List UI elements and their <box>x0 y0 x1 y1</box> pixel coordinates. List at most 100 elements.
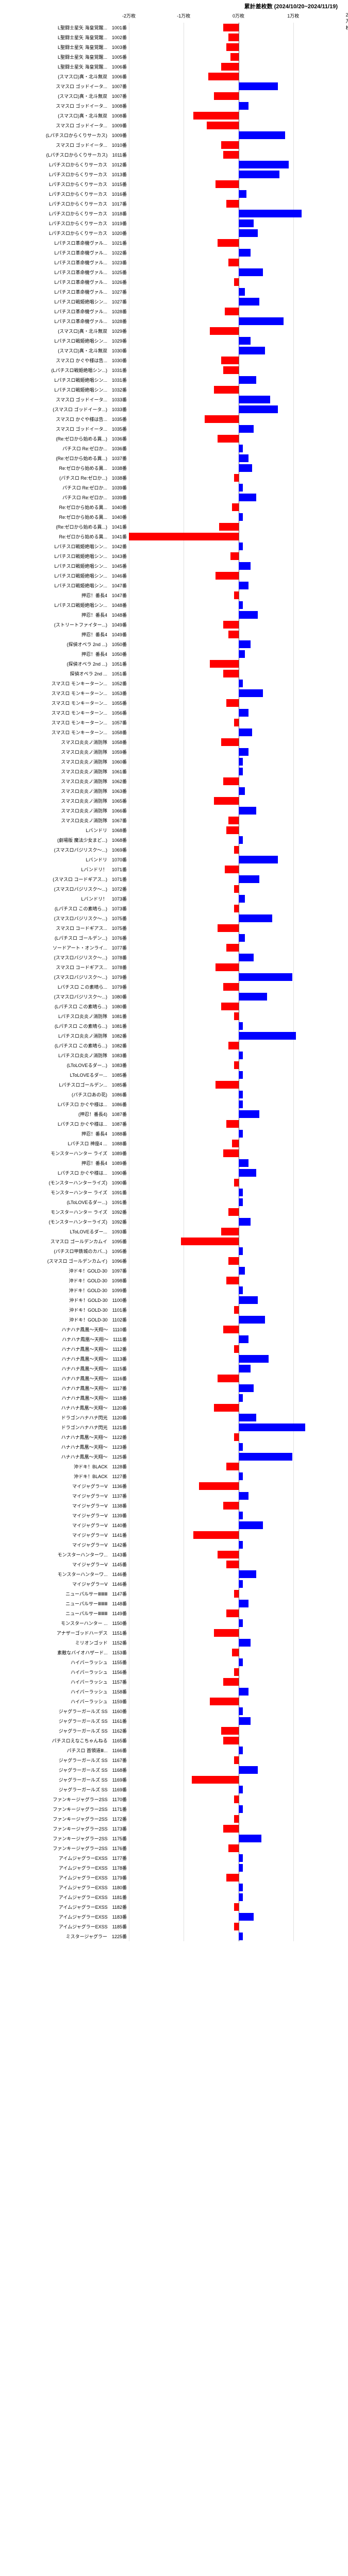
row-label: (Re:ゼロから始める異...) 1041番 <box>0 523 129 530</box>
axis-tick-label: 0万枚 <box>233 12 244 19</box>
bar <box>223 1737 239 1744</box>
chart-row: ドラゴンハナハナ閃光 1121番 <box>0 1422 348 1432</box>
row-bar-area <box>129 1550 348 1560</box>
row-bar-area <box>129 1785 348 1794</box>
row-label: (ストリートファイター...) 1049番 <box>0 621 129 628</box>
row-bar-area <box>129 385 348 395</box>
chart-row: スマスロ炎炎ノ消防隊 1067番 <box>0 816 348 825</box>
chart-rows: L聖闘士星矢 海皇覚醒... 1001番L聖闘士星矢 海皇覚醒... 1002番… <box>0 23 348 1941</box>
bar <box>239 611 258 619</box>
row-label: Lパチスロ革命機ヴァル... 1026番 <box>0 279 129 285</box>
bar <box>239 1286 243 1294</box>
chart-row: Lパチスロ この素晴ら... 1079番 <box>0 982 348 992</box>
row-bar-area <box>129 1256 348 1266</box>
chart-row: スマスロ かぐや様は告... 1030番 <box>0 355 348 365</box>
row-label: スマスロ炎炎ノ消防隊 1062番 <box>0 778 129 785</box>
chart-row: ハナハナ鳳凰～天翔～ 1118番 <box>0 1393 348 1403</box>
row-label: ジャグラーガールズ SS 1162番 <box>0 1727 129 1734</box>
chart-row: スマスロ炎炎ノ消防隊 1066番 <box>0 806 348 816</box>
row-label: Lパチスロ革命機ヴァル... 1023番 <box>0 259 129 266</box>
row-label: 押忍！番長4 1050番 <box>0 651 129 657</box>
bar <box>129 533 239 540</box>
bar <box>210 327 238 335</box>
row-bar-area <box>129 1853 348 1863</box>
bar <box>223 621 239 629</box>
row-bar-area <box>129 1325 348 1334</box>
row-bar-area <box>129 1246 348 1256</box>
bar <box>226 944 238 952</box>
bar <box>223 1678 239 1686</box>
chart-row: (探偵オペラ 2nd ...) 1050番 <box>0 639 348 649</box>
chart-row: (スマスロ)真・北斗無双 1030番 <box>0 346 348 355</box>
row-bar-area <box>129 874 348 884</box>
row-bar-area <box>129 1285 348 1295</box>
chart-row: L聖闘士星矢 海皇覚醒... 1001番 <box>0 23 348 32</box>
row-label: (パチスロ甲鉄城のカバ...) 1095番 <box>0 1248 129 1255</box>
row-bar-area <box>129 1775 348 1785</box>
bar <box>221 1003 239 1010</box>
chart-row: スマスロ ゴッドイータ... 1035番 <box>0 424 348 434</box>
row-label: Lパチスロ この素晴ら... 1079番 <box>0 984 129 990</box>
bar <box>223 151 239 159</box>
row-bar-area <box>129 1648 348 1657</box>
row-bar-area <box>129 130 348 140</box>
row-bar-area <box>129 767 348 776</box>
bar <box>193 112 238 120</box>
row-label: Lパチスロからくりサーカス 1017番 <box>0 200 129 207</box>
row-bar-area <box>129 620 348 630</box>
row-label: 押忍！番長4 1089番 <box>0 1160 129 1166</box>
row-bar-area <box>129 502 348 512</box>
row-bar-area <box>129 307 348 316</box>
bar <box>234 905 239 912</box>
row-bar-area <box>129 1501 348 1511</box>
row-bar-area <box>129 1119 348 1129</box>
row-label: 探偵オペラ 2nd ... 1051番 <box>0 670 129 677</box>
row-label: ハナハナ鳳凰～天翔～ 1118番 <box>0 1395 129 1401</box>
row-bar-area <box>129 1305 348 1315</box>
chart-row: 沖ドキ！GOLD-30 1098番 <box>0 1276 348 1285</box>
row-bar-area <box>129 1491 348 1501</box>
row-bar-area <box>129 1276 348 1285</box>
row-label: パチスロ Re:ゼロか... 1039番 <box>0 484 129 491</box>
row-bar-area <box>129 757 348 767</box>
row-bar-area <box>129 1628 348 1638</box>
row-label: ファンキージャグラー2SS 1176番 <box>0 1845 129 1852</box>
row-label: ドラゴンハナハナ閃光 1120番 <box>0 1414 129 1421</box>
row-label: (スマスロバジリスク～...) 1072番 <box>0 886 129 892</box>
chart-row: マイジャグラーⅤ 1145番 <box>0 1560 348 1569</box>
row-bar-area <box>129 170 348 179</box>
chart-row: ファンキージャグラー2SS 1173番 <box>0 1824 348 1834</box>
chart-row: 押忍！番長4 1089番 <box>0 1158 348 1168</box>
row-label: スマスロ炎炎ノ消防隊 1067番 <box>0 817 129 824</box>
bar <box>228 1042 238 1049</box>
row-bar-area <box>129 1687 348 1697</box>
bar <box>239 1032 296 1040</box>
chart-row: (Re:ゼロから始める異...) 1036番 <box>0 434 348 444</box>
row-label: Lパチスロ炎炎ノ消防隊 1081番 <box>0 1013 129 1020</box>
chart-row: モンスターハンターワ... 1143番 <box>0 1550 348 1560</box>
row-label: (LToLOVEるダー...) 1091番 <box>0 1199 129 1206</box>
bar <box>207 122 239 129</box>
chart-row: 沖ドキ！GOLD-30 1100番 <box>0 1295 348 1305</box>
row-bar-area <box>129 1824 348 1834</box>
chart-row: マイジャグラーⅤ 1137番 <box>0 1491 348 1501</box>
chart-row: Lパチスロ 神座4 ... 1088番 <box>0 1139 348 1148</box>
row-bar-area <box>129 1080 348 1090</box>
chart-row: スマスロ炎炎ノ消防隊 1059番 <box>0 747 348 757</box>
row-label: Lパチスロ戦姫絶唱シン... 1043番 <box>0 553 129 560</box>
row-label: ジャグラーガールズ SS 1161番 <box>0 1718 129 1724</box>
row-bar-area <box>129 865 348 874</box>
bar <box>239 1198 243 1206</box>
row-label: Lパチスロ 神座4 ... 1088番 <box>0 1140 129 1147</box>
row-label: マイジャグラーⅤ 1139番 <box>0 1512 129 1519</box>
chart-row: (スマスロ コードギアス...) 1071番 <box>0 874 348 884</box>
row-bar-area <box>129 287 348 297</box>
chart-row: (スマスロバジリスク～...) 1079番 <box>0 972 348 982</box>
row-bar-area <box>129 581 348 590</box>
row-label: L聖闘士星矢 海皇覚醒... 1003番 <box>0 44 129 50</box>
row-label: ハナハナ鳳凰～天翔～ 1120番 <box>0 1404 129 1411</box>
chart-row: ハナハナ鳳凰～天翔～ 1112番 <box>0 1344 348 1354</box>
row-label: ファンキージャグラー2SS 1170番 <box>0 1796 129 1803</box>
chart-row: スマスロ モンキーターン... 1052番 <box>0 679 348 688</box>
chart-row: Lパチスロ革命機ヴァル... 1023番 <box>0 258 348 267</box>
